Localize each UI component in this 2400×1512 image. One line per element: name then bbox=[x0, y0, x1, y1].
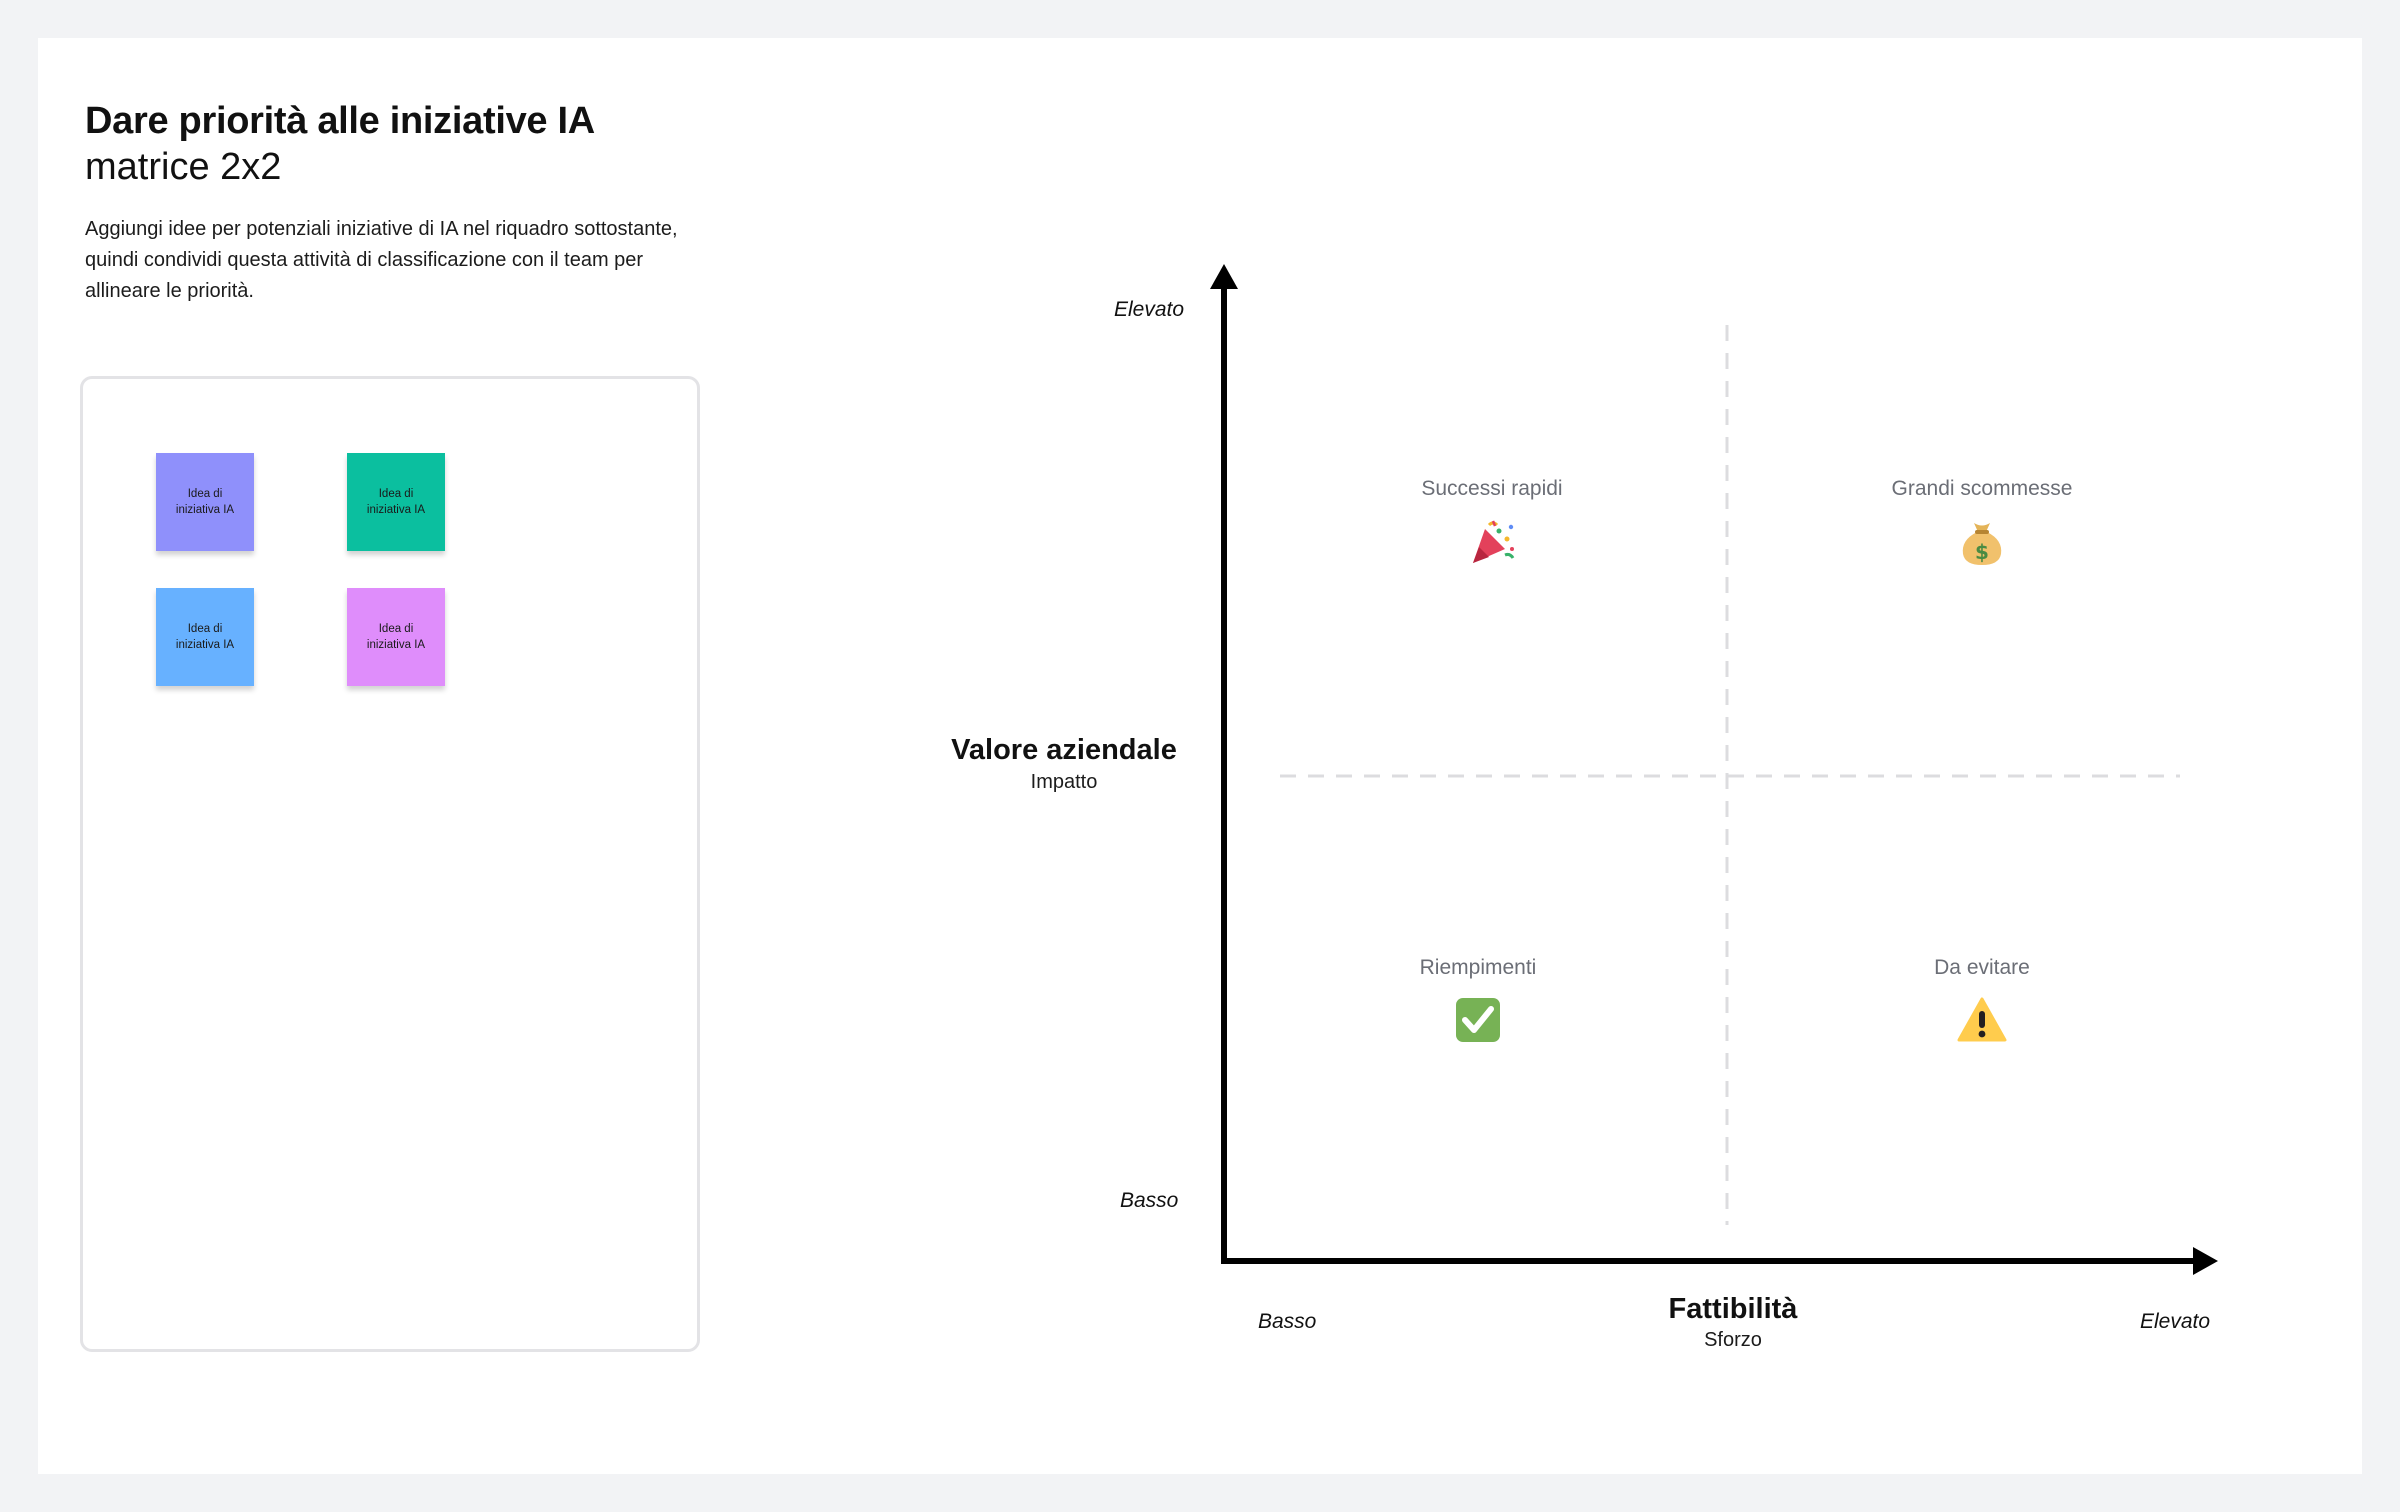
sticky-note-text: Idea di iniziativa IA bbox=[175, 623, 235, 651]
y-axis-title: Valore aziendale bbox=[951, 734, 1177, 766]
page-subtitle: matrice 2x2 bbox=[85, 146, 282, 188]
check-mark-icon bbox=[1456, 998, 1500, 1042]
x-axis-arrowhead bbox=[2193, 1247, 2218, 1275]
sticky-note-text: Idea di iniziativa IA bbox=[175, 488, 235, 516]
y-axis-low-label: Basso bbox=[1120, 1189, 1179, 1212]
quadrant-label: Successi rapidi bbox=[1421, 477, 1563, 500]
quadrant-big-bets: Grandi scommesse $ bbox=[1832, 477, 2132, 567]
sticky-note[interactable]: Idea di iniziativa IA bbox=[156, 453, 254, 551]
quadrant-label: Da evitare bbox=[1934, 956, 2030, 979]
page-title: Dare priorità alle iniziative IA bbox=[85, 100, 595, 142]
quadrant-fill-ins: Riempimenti bbox=[1328, 956, 1628, 1044]
party-popper-icon bbox=[1473, 520, 1515, 563]
quadrant-label: Grandi scommesse bbox=[1891, 477, 2073, 500]
sticky-note[interactable]: Idea di iniziativa IA bbox=[347, 453, 445, 551]
y-axis-arrowhead bbox=[1210, 264, 1238, 289]
x-axis-title: Fattibilità bbox=[1668, 1293, 1798, 1325]
x-axis-low-label: Basso bbox=[1258, 1310, 1317, 1333]
sticky-note-text: Idea di iniziativa IA bbox=[366, 488, 426, 516]
svg-text:$: $ bbox=[1975, 540, 1989, 564]
instructions-text: Aggiungi idee per potenziali iniziative … bbox=[85, 218, 678, 302]
y-axis-high-label: Elevato bbox=[1114, 298, 1185, 321]
x-axis-high-label: Elevato bbox=[2140, 1310, 2211, 1333]
quadrant-quick-wins: Successi rapidi bbox=[1342, 477, 1642, 567]
sticky-note[interactable]: Idea di iniziativa IA bbox=[156, 588, 254, 686]
warning-icon bbox=[1957, 997, 2007, 1042]
quadrant-label: Riempimenti bbox=[1419, 956, 1537, 979]
sticky-note[interactable]: Idea di iniziativa IA bbox=[347, 588, 445, 686]
x-axis-subtitle: Sforzo bbox=[1704, 1329, 1762, 1351]
sticky-note-text: Idea di iniziativa IA bbox=[366, 623, 426, 651]
money-bag-icon: $ bbox=[1962, 523, 2002, 565]
y-axis-subtitle: Impatto bbox=[1030, 771, 1098, 793]
quadrant-to-avoid: Da evitare bbox=[1832, 956, 2132, 1044]
ideas-panel[interactable]: Idea di iniziativa IA Idea di iniziativa… bbox=[80, 376, 700, 1352]
